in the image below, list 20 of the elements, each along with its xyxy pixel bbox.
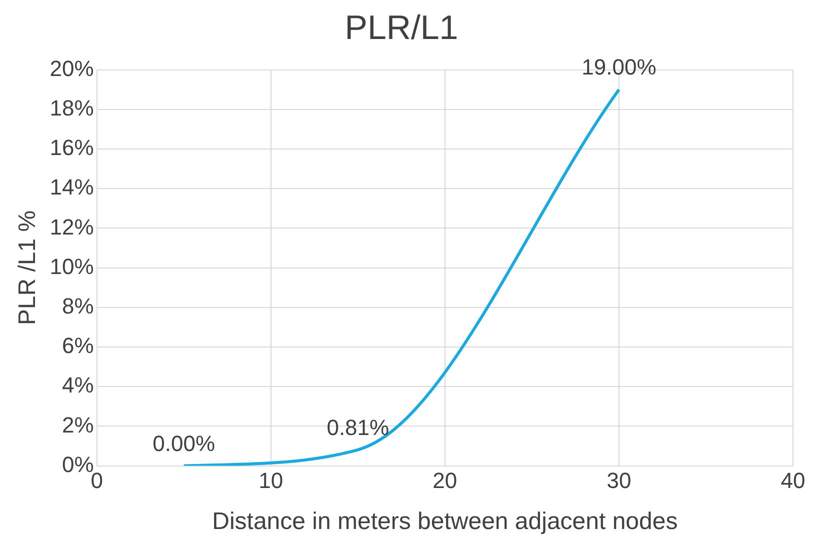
x-tick-label: 30 xyxy=(606,468,632,494)
data-label: 0.00% xyxy=(152,430,216,456)
y-tick-label: 18% xyxy=(50,95,94,120)
x-tick-label: 10 xyxy=(258,468,284,494)
y-tick-label: 20% xyxy=(50,56,94,81)
y-tick-label: 6% xyxy=(62,333,94,358)
chart-title: PLR/L1 xyxy=(344,8,458,47)
x-tick-label: 40 xyxy=(780,468,806,494)
data-label: 0.81% xyxy=(326,414,390,440)
y-tick-label: 4% xyxy=(62,372,94,398)
x-axis-title: Distance in meters between adjacent nodes xyxy=(212,508,678,536)
y-tick-label: 12% xyxy=(50,214,94,240)
y-tick-label: 14% xyxy=(50,174,94,200)
x-tick-label: 20 xyxy=(432,468,458,494)
data-label: 19.00% xyxy=(582,54,656,80)
y-tick-label: 16% xyxy=(50,135,94,160)
y-tick-label: 2% xyxy=(62,412,94,438)
y-tick-label: 10% xyxy=(50,254,94,279)
y-axis-title: PLR /L1 % xyxy=(14,210,42,326)
y-tick-label: 8% xyxy=(62,293,94,318)
